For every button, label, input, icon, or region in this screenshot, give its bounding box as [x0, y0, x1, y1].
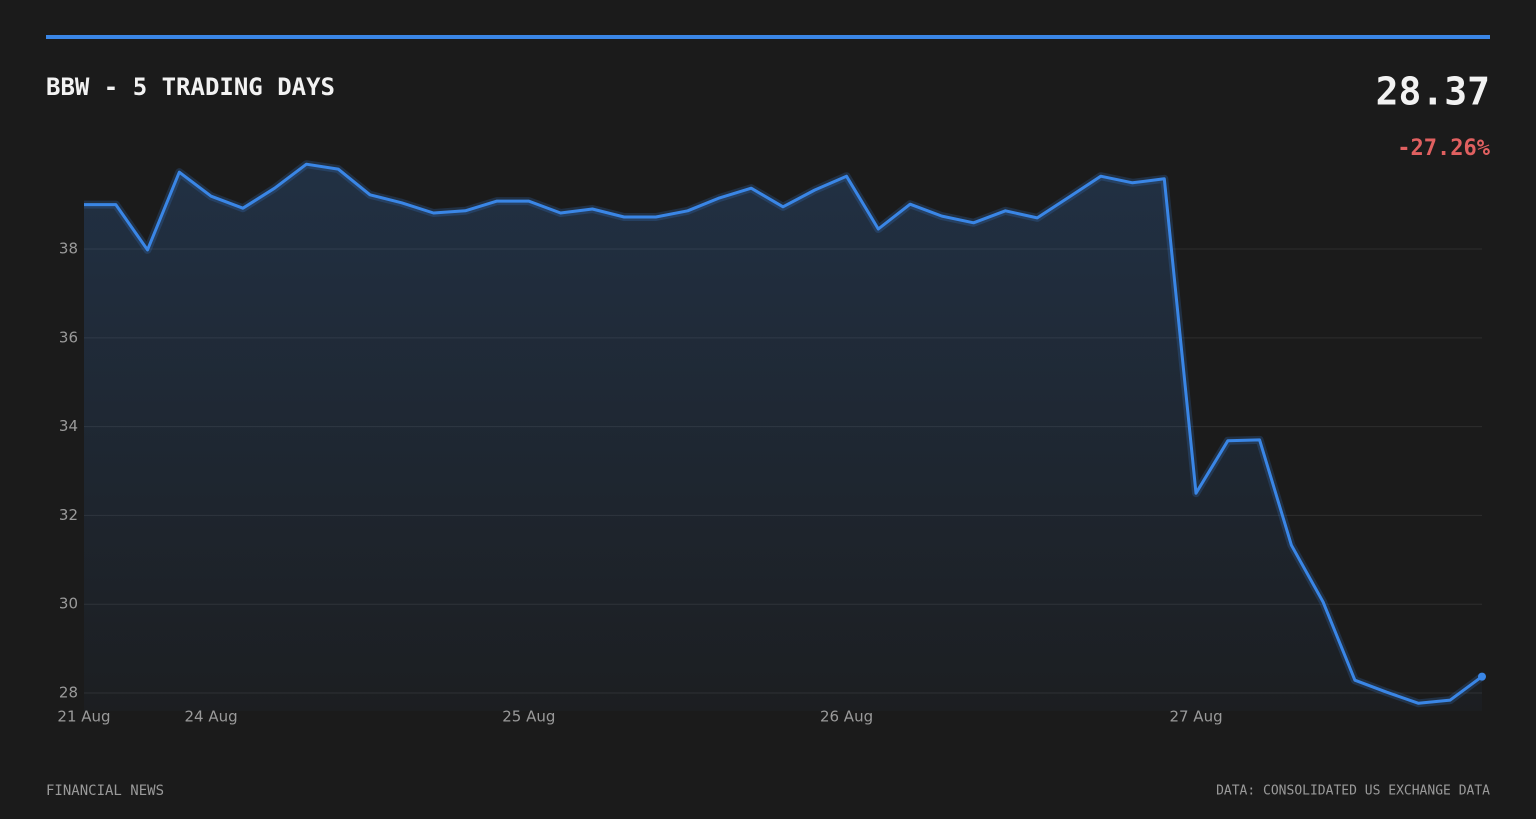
y-tick-label: 32 [59, 506, 78, 524]
top-rule [46, 35, 1490, 39]
y-tick-label: 38 [59, 240, 78, 258]
x-tick-label: 27 Aug [1169, 708, 1222, 726]
y-tick-label: 34 [59, 417, 78, 435]
y-tick-label: 30 [59, 595, 78, 613]
y-tick-label: 28 [59, 684, 78, 702]
chart-title: BBW - 5 TRADING DAYS [46, 73, 335, 101]
line [84, 162, 1483, 705]
x-tick-label: 25 Aug [502, 708, 555, 726]
x-tick-label: 21 Aug [57, 708, 110, 726]
price-change: -27.26% [1397, 136, 1490, 161]
y-tick-label: 36 [59, 328, 78, 346]
footer-source: FINANCIAL NEWS [46, 783, 164, 799]
area [84, 164, 1482, 711]
last-price: 28.37 [1376, 70, 1490, 114]
x-tick-label: 26 Aug [820, 708, 873, 726]
x-tick-label: 24 Aug [185, 708, 238, 726]
end-point [1478, 672, 1486, 681]
footer-data: DATA: CONSOLIDATED US EXCHANGE DATA [1216, 784, 1490, 799]
